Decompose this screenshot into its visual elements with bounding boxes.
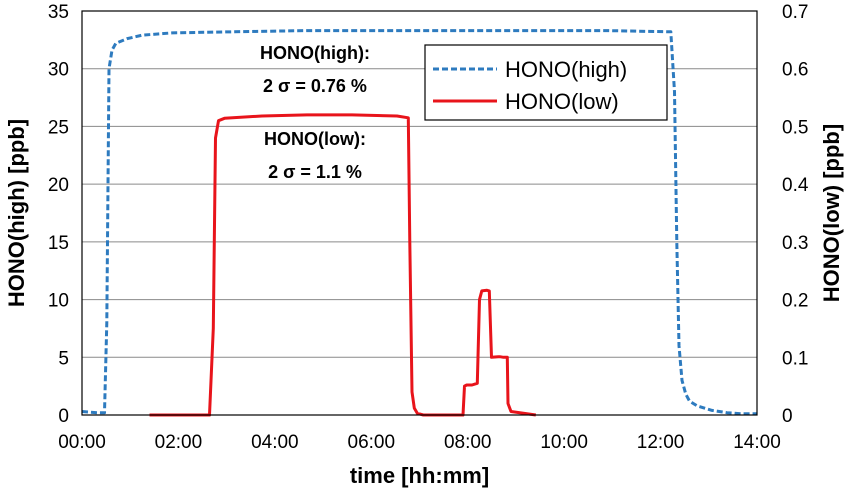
y-left-tick-label: 15 bbox=[48, 233, 69, 254]
y-axis-right-title: HONO(low) [ppb] bbox=[819, 124, 844, 302]
y-left-tick-label: 30 bbox=[48, 60, 69, 81]
tick-labels: 0 5 10 15 20 25 30 35 0 0.1 0.2 0.3 0.4 0.5 0.6 0.7 00:0… bbox=[48, 2, 809, 453]
x-axis-title: time [hh:mm] bbox=[350, 463, 489, 488]
x-tick-label: 04:00 bbox=[251, 432, 299, 453]
x-tick-label: 02:00 bbox=[155, 432, 203, 453]
y-right-tick-label: 0.7 bbox=[782, 2, 808, 23]
y-left-tick-label: 10 bbox=[48, 291, 69, 312]
y-right-tick-label: 0.6 bbox=[782, 60, 808, 81]
y-axis-left-title: HONO(high) [ppb] bbox=[4, 119, 29, 307]
plot-frame bbox=[81, 10, 758, 416]
series-line-hono-high bbox=[81, 29, 757, 416]
x-tick-label: 12:00 bbox=[637, 432, 685, 453]
legend-box bbox=[424, 44, 668, 121]
annotation-low-label: HONO(low): bbox=[264, 129, 366, 149]
x-tick-label: 00:00 bbox=[58, 432, 106, 453]
y-right-tick-label: 0 bbox=[782, 406, 793, 427]
legend-label-hono-high: HONO(high) bbox=[505, 57, 627, 82]
y-right-tick-label: 0.3 bbox=[782, 233, 808, 254]
y-right-tick-label: 0.1 bbox=[782, 348, 808, 369]
x-tick-label: 14:00 bbox=[733, 432, 781, 453]
y-left-tick-label: 25 bbox=[48, 117, 69, 138]
y-right-tick-label: 0.5 bbox=[782, 117, 808, 138]
legend-label-hono-low: HONO(low) bbox=[505, 89, 619, 114]
y-right-tick-label: 0.2 bbox=[782, 291, 808, 312]
x-tick-label: 06:00 bbox=[348, 432, 396, 453]
y-right-tick-label: 0.4 bbox=[782, 175, 809, 196]
x-tick-label: 10:00 bbox=[540, 432, 588, 453]
y-left-tick-label: 35 bbox=[48, 2, 69, 23]
annotation-high-sigma: 2 σ = 0.76 % bbox=[263, 76, 367, 96]
x-tick-label: 08:00 bbox=[444, 432, 492, 453]
y-left-tick-label: 20 bbox=[48, 175, 69, 196]
y-left-tick-label: 0 bbox=[58, 406, 69, 427]
legend: HONO(high) HONO(low) bbox=[424, 44, 668, 121]
annotation-low-sigma: 2 σ = 1.1 % bbox=[268, 162, 362, 182]
annotation-high-label: HONO(high): bbox=[260, 43, 370, 63]
y-left-tick-label: 5 bbox=[58, 348, 69, 369]
